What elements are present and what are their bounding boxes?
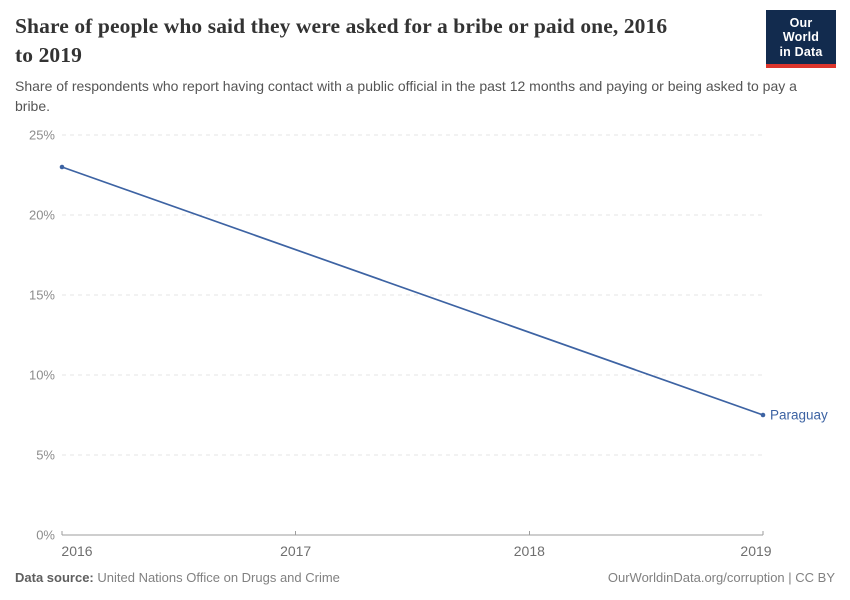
owid-logo-line1: Our World bbox=[782, 16, 820, 45]
y-tick-label: 10% bbox=[29, 367, 55, 382]
series-label: Paraguay bbox=[770, 407, 828, 422]
y-tick-label: 25% bbox=[29, 127, 55, 142]
x-tick-label: 2017 bbox=[280, 543, 311, 559]
y-tick-label: 15% bbox=[29, 287, 55, 302]
y-tick-label: 0% bbox=[36, 527, 55, 542]
line-chart: 0% 5% 10% 15% 20% 25% 2016 2017 2018 2019 Paraguay bbox=[29, 127, 828, 559]
series-line bbox=[61, 165, 764, 416]
series-endpoint-marker bbox=[59, 164, 65, 170]
data-source: Data source: United Nations Office on Dr… bbox=[15, 570, 340, 585]
y-tick-label: 20% bbox=[29, 207, 55, 222]
x-tick-label: 2019 bbox=[740, 543, 771, 559]
series-endpoint-marker bbox=[760, 412, 766, 418]
owid-logo: Our World in Data bbox=[766, 10, 836, 69]
owid-logo-line2: in Data bbox=[779, 44, 823, 59]
chart-title: Share of people who said they were asked… bbox=[15, 14, 668, 67]
x-tick-label: 2016 bbox=[61, 543, 92, 559]
data-source-value: United Nations Office on Drugs and Crime bbox=[97, 569, 340, 585]
y-tick-label: 5% bbox=[36, 447, 55, 462]
credit-link[interactable]: OurWorldinData.org/corruption | CC BY bbox=[607, 569, 835, 585]
chart-header: Share of people who said they were asked… bbox=[15, 10, 836, 117]
chart-subtitle: Share of respondents who report having c… bbox=[15, 78, 797, 115]
data-source-label: Data source: bbox=[15, 569, 94, 585]
x-tick-label: 2018 bbox=[514, 543, 545, 559]
chart-footer: Data source: United Nations Office on Dr… bbox=[15, 570, 835, 585]
